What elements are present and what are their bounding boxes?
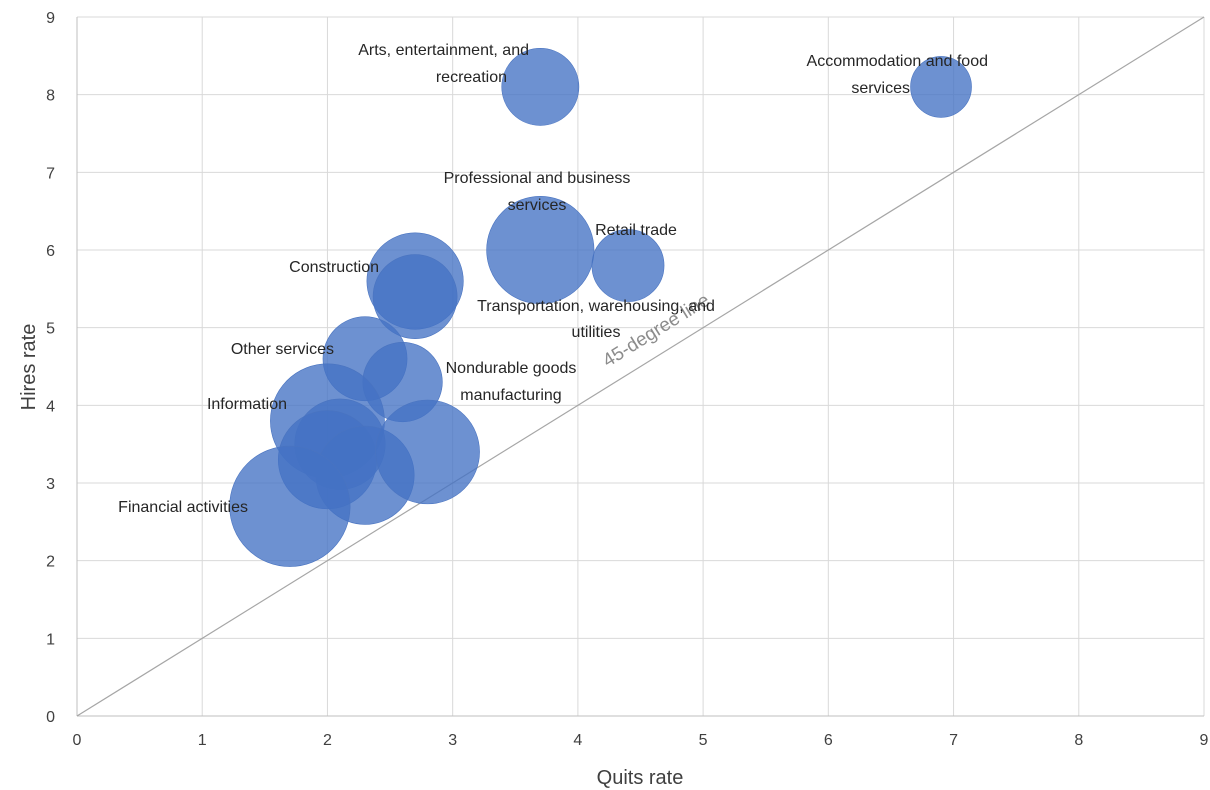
y-tick-label: 2 — [46, 554, 55, 571]
bubble-label: Arts, entertainment, and — [358, 42, 529, 59]
y-tick-label: 0 — [46, 709, 55, 726]
bubble-label: Transportation, warehousing, and — [477, 298, 715, 315]
bubbles — [229, 48, 972, 567]
y-axis-title: Hires rate — [18, 324, 40, 411]
bubble-label: utilities — [572, 324, 621, 341]
bubble-label: manufacturing — [460, 387, 561, 404]
y-tick-label: 4 — [46, 398, 55, 415]
bubble-label: Nondurable goods — [446, 360, 577, 377]
bubble-point — [486, 195, 595, 305]
bubble-label: Other services — [231, 341, 334, 358]
x-tick-label: 2 — [323, 732, 332, 749]
x-tick-label: 0 — [73, 732, 82, 749]
bubble-point — [372, 254, 458, 339]
x-tick-label: 8 — [1074, 732, 1083, 749]
y-tick-label: 7 — [46, 165, 55, 182]
y-tick-label: 1 — [46, 631, 55, 648]
x-tick-label: 1 — [198, 732, 207, 749]
bubble-labels: Accommodation and food services Arts, ente… — [118, 42, 988, 516]
x-tick-label: 6 — [824, 732, 833, 749]
y-tick-label: 6 — [46, 243, 55, 260]
bubble-point — [910, 56, 972, 118]
bubble-label: Financial activities — [118, 499, 248, 516]
reference-line-group: 45-degree line — [76, 16, 1205, 717]
axes — [76, 17, 1204, 717]
x-tick-label: 9 — [1200, 732, 1209, 749]
bubble-point — [591, 229, 665, 302]
bubble-label: Information — [207, 396, 287, 413]
bubble-label: Retail trade — [595, 222, 677, 239]
bubble-point — [229, 445, 351, 567]
x-tick-label: 7 — [949, 732, 958, 749]
y-tick-label: 3 — [46, 476, 55, 493]
y-tick-label: 9 — [46, 10, 55, 27]
bubble-label: Accommodation and food — [807, 53, 988, 70]
bubble-label: Construction — [289, 259, 379, 276]
reference-line — [76, 16, 1205, 717]
bubble-label: services — [851, 80, 910, 97]
bubble-point — [501, 48, 580, 126]
bubble-point — [375, 399, 480, 505]
x-tick-label: 4 — [573, 732, 582, 749]
x-tick-label: 5 — [699, 732, 708, 749]
x-tick-label: 3 — [448, 732, 457, 749]
bubble-label: recreation — [436, 69, 507, 86]
bubble-label: Professional and business — [444, 170, 631, 187]
bubble-label: services — [508, 197, 567, 214]
y-tick-label: 5 — [46, 321, 55, 338]
tick-labels: 0 1 2 3 4 5 6 7 8 9 0 1 2 3 4 5 6 7 8 9 — [46, 10, 1208, 749]
x-axis-title: Quits rate — [597, 767, 684, 789]
y-tick-label: 8 — [46, 88, 55, 105]
